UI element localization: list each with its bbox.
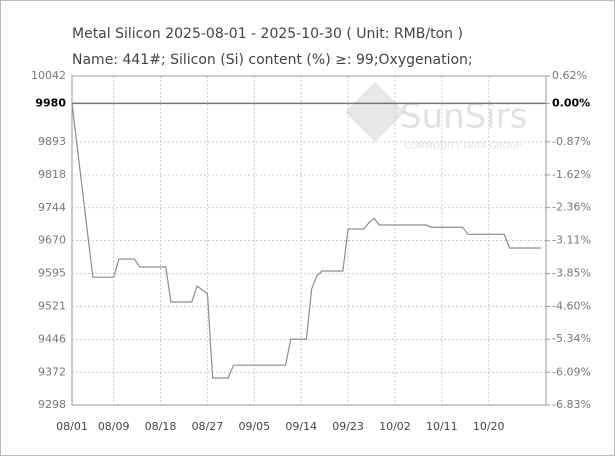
x-tick-label: 09/23 (332, 420, 364, 433)
watermark: SunSirs COMMODITY DATA GROUP (345, 82, 527, 152)
y2-tick-label: -1.62% (552, 168, 591, 181)
x-tick-label: 08/27 (192, 420, 224, 433)
x-tick-label: 09/05 (238, 420, 270, 433)
plot-border (71, 75, 547, 406)
x-tick-label: 08/01 (56, 420, 88, 433)
chart-title: Metal Silicon 2025-08-01 - 2025-10-30 ( … (72, 26, 463, 42)
y2-tick-label: -5.34% (552, 332, 591, 345)
x-tick-label: 08/18 (145, 420, 177, 433)
y2-tick-label: -4.60% (552, 300, 591, 313)
chart-subtitle: Name: 441#; Silicon (Si) content (%) ≥: … (72, 52, 473, 68)
y-tick-label: 10042 (31, 69, 66, 82)
y-tick-label: 9446 (38, 333, 66, 346)
y2-tick-label: -2.36% (552, 201, 591, 214)
y2-tick-label: -0.87% (552, 135, 591, 148)
y-tick-label: 9372 (38, 365, 66, 378)
y-tick-label: 9521 (38, 299, 66, 312)
data-line (71, 103, 541, 379)
y2-tick-label: -6.83% (552, 398, 591, 411)
y2-tick-label: 0.62% (552, 69, 587, 82)
y-tick-label: 9298 (38, 398, 66, 411)
x-tick-label: 10/02 (379, 420, 411, 433)
x-tick-label: 10/20 (473, 420, 505, 433)
x-tick-label: 08/09 (98, 420, 130, 433)
y2-tick-label: -3.11% (552, 234, 591, 247)
watermark-logo (345, 82, 405, 142)
y-tick-label: 9744 (38, 201, 66, 214)
watermark-tagline: COMMODITY DATA GROUP (404, 142, 522, 152)
y2-tick-label: -3.85% (552, 266, 591, 279)
y-tick-label: 9818 (38, 168, 66, 181)
x-tick-label: 10/11 (426, 420, 458, 433)
y-tick-label: 9670 (38, 234, 66, 247)
x-tick-label: 09/14 (285, 420, 317, 433)
y2-tick-label: 0.00% (552, 96, 590, 109)
y2-tick-label: -6.09% (552, 365, 591, 378)
watermark-brand: SunSirs (400, 97, 527, 137)
y-tick-label: 9595 (38, 267, 66, 280)
y-tick-label: 9893 (38, 135, 66, 148)
y-tick-label: 9980 (35, 96, 66, 109)
